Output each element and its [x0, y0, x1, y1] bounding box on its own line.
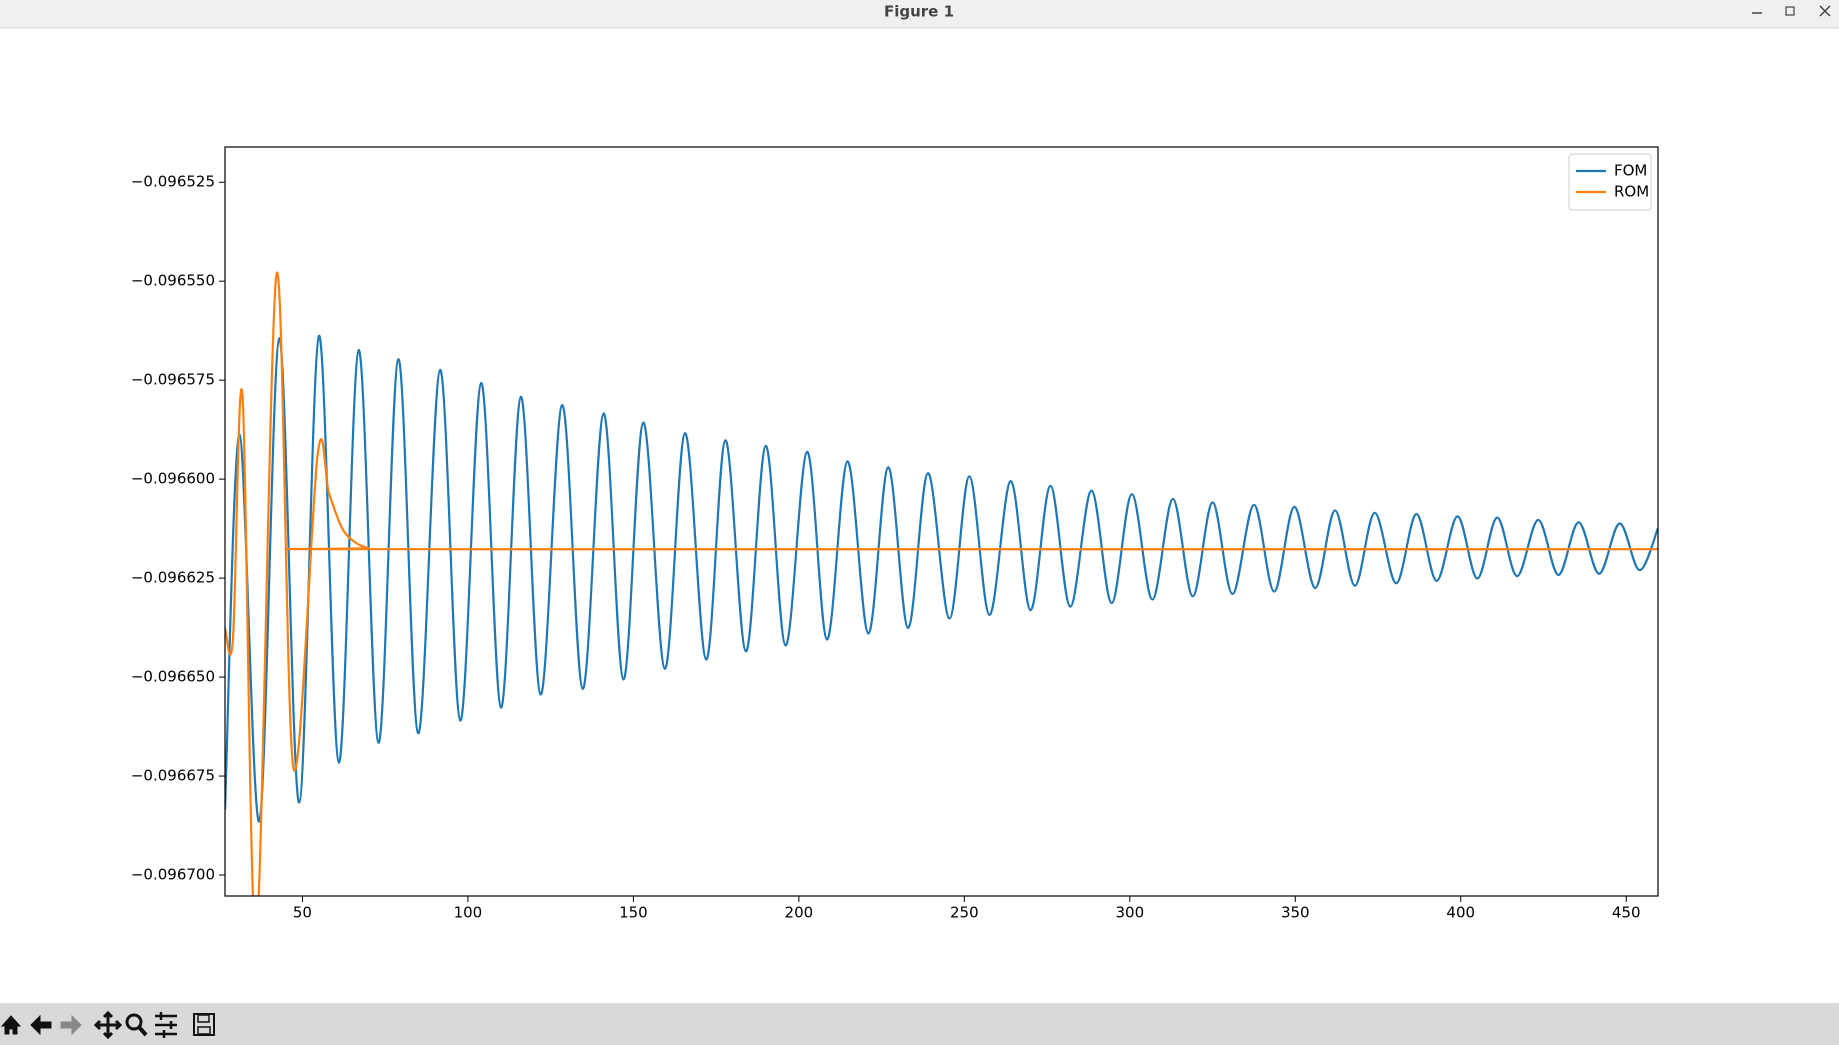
- y-tick-label: −0.096650: [131, 668, 215, 686]
- y-tick-label: −0.096550: [131, 272, 215, 290]
- x-tick-label: 50: [293, 904, 312, 922]
- toolbar: [0, 1003, 1839, 1045]
- configure-button[interactable]: [155, 1012, 177, 1038]
- legend-box: [1568, 153, 1652, 211]
- save-button[interactable]: [193, 1013, 215, 1036]
- y-tick-label: −0.096675: [131, 767, 215, 785]
- back-button[interactable]: [30, 1014, 52, 1036]
- y-tick-label: −0.096575: [131, 371, 215, 389]
- x-tick-label: 400: [1446, 904, 1475, 922]
- y-tick-label: −0.096625: [131, 569, 215, 587]
- data-line: [225, 334, 1658, 823]
- x-tick-label: 300: [1115, 904, 1144, 922]
- data-line: [225, 271, 1658, 896]
- x-tick-label: 150: [619, 904, 648, 922]
- home-button[interactable]: [0, 1015, 22, 1035]
- x-tick-label: 100: [454, 904, 483, 922]
- close-button[interactable]: [1819, 5, 1831, 17]
- y-tick-label: −0.096600: [131, 470, 215, 488]
- title-bar: [0, 0, 1839, 28]
- x-tick-label: 350: [1281, 904, 1310, 922]
- y-tick-label: −0.096525: [131, 173, 215, 191]
- plot-frame: [224, 146, 1659, 897]
- zoom-button[interactable]: [125, 1013, 148, 1037]
- x-tick-label: 450: [1612, 904, 1641, 922]
- forward-button[interactable]: [60, 1014, 82, 1036]
- legend-label: ROM: [1614, 183, 1649, 201]
- pan-button[interactable]: [93, 1010, 123, 1040]
- window-title: Figure 1: [884, 3, 954, 21]
- y-tick-label: −0.096700: [131, 866, 215, 884]
- x-tick-label: 250: [950, 904, 979, 922]
- x-tick-label: 200: [785, 904, 814, 922]
- plot-background: [225, 147, 1658, 896]
- legend-label: FOM: [1614, 162, 1647, 180]
- plot-area: 50 100 150 200 250 300 350 400 450 −0.096525 −0.09…: [131, 146, 1659, 922]
- toolbar-icons: [0, 1010, 215, 1040]
- maximize-button[interactable]: [1785, 6, 1795, 16]
